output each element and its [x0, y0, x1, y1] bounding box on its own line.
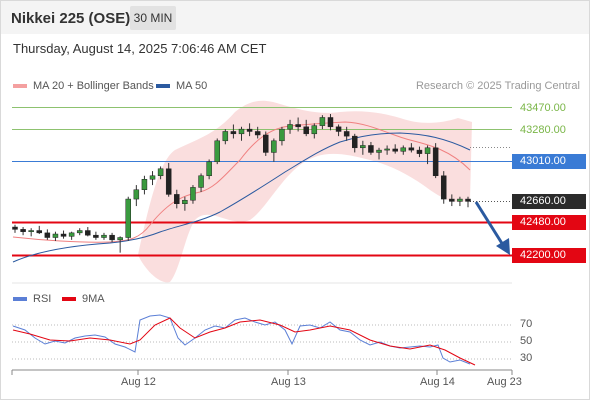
candle [465, 196, 471, 208]
candle [343, 126, 350, 141]
candle [198, 173, 204, 193]
candle [214, 138, 220, 165]
ma50-swatch [156, 84, 170, 89]
x-tick-label: Aug 12 [121, 376, 156, 388]
candle [279, 126, 285, 146]
candle [20, 227, 26, 236]
legend-ma50-label: MA 50 [176, 80, 208, 92]
candle [76, 228, 83, 236]
candle [68, 231, 75, 240]
candle [432, 143, 439, 179]
timeframe-button[interactable]: 30 MIN [130, 6, 176, 30]
level-label-support-2: 42200.00 [512, 248, 586, 263]
rsi-tick-70: 70 [520, 318, 533, 330]
candle [60, 230, 67, 239]
legend-ma50: MA 50 [156, 80, 207, 92]
candle [206, 159, 212, 180]
rsi-tick-30: 30 [520, 352, 533, 364]
candle [368, 141, 374, 155]
candle [335, 124, 342, 137]
candle [360, 140, 366, 155]
legend-rsi-label: RSI [33, 293, 52, 305]
candle [165, 162, 172, 197]
legend-rsi-ma-label: 9MA [82, 293, 105, 305]
candle [149, 171, 156, 186]
source-credit: Research © 2025 Trading Central [415, 80, 580, 92]
legend-bollinger: MA 20 + Bollinger Bands [13, 80, 154, 92]
candle [287, 119, 293, 134]
candle [271, 138, 277, 162]
ma50-line [12, 132, 471, 263]
candle [384, 145, 390, 155]
candle [52, 231, 59, 242]
level-label-resistance-1: 43280.00 [520, 124, 566, 136]
candle [109, 232, 115, 243]
projection-arrow [474, 201, 510, 255]
candle [44, 229, 51, 240]
candle [416, 146, 423, 158]
legend-rsi-ma: 9MA [62, 293, 105, 305]
legend-rsi: RSI [13, 293, 51, 305]
candle [125, 196, 131, 242]
candle [28, 228, 34, 237]
candle [408, 143, 415, 153]
candle [85, 227, 91, 237]
candle [157, 166, 164, 180]
candle [400, 145, 407, 155]
candle [101, 232, 107, 240]
candle [295, 117, 301, 132]
x-tick-label: Aug 13 [271, 376, 306, 388]
level-label-resistance-2: 43470.00 [520, 102, 566, 114]
candle [376, 147, 382, 160]
candle [230, 124, 237, 139]
candle [327, 113, 334, 131]
candle [449, 194, 455, 207]
candle [457, 196, 463, 207]
candle [133, 185, 140, 207]
candle [263, 131, 269, 156]
candle [182, 196, 188, 211]
candle [352, 133, 358, 153]
candle [424, 145, 431, 165]
level-label-support-1: 42480.00 [512, 215, 586, 230]
candle [440, 171, 447, 204]
candle [93, 231, 99, 240]
candle [222, 129, 229, 145]
candle [141, 175, 148, 195]
timestamp: Thursday, August 14, 2025 7:06:46 AM CET [13, 41, 267, 56]
candle [238, 126, 245, 141]
candle [36, 225, 43, 235]
ma20-line [12, 121, 471, 243]
candle [174, 189, 180, 209]
legend-bollinger-label: MA 20 + Bollinger Bands [33, 80, 154, 92]
header-bar [1, 1, 589, 34]
instrument-title: Nikkei 225 (OSE) [11, 10, 131, 27]
rsi-ma-swatch [62, 297, 76, 302]
candle [117, 236, 123, 253]
candle [319, 115, 326, 130]
rsi-ma-line [12, 317, 476, 366]
candle [311, 123, 318, 139]
bollinger-swatch [13, 84, 27, 89]
bollinger-band [138, 100, 472, 283]
rsi-swatch [13, 297, 27, 302]
x-tick-label: Aug 14 [420, 376, 455, 388]
candle [303, 119, 309, 137]
candle [392, 144, 398, 154]
level-label-pivot: 43010.00 [512, 154, 586, 169]
x-tick-label: Aug 23 [487, 376, 522, 388]
candle [190, 185, 196, 204]
candle [12, 224, 18, 233]
candle [254, 126, 261, 139]
rsi-tick-50: 50 [520, 335, 533, 347]
level-label-last-price: 42660.00 [512, 194, 586, 209]
candle [246, 123, 253, 137]
